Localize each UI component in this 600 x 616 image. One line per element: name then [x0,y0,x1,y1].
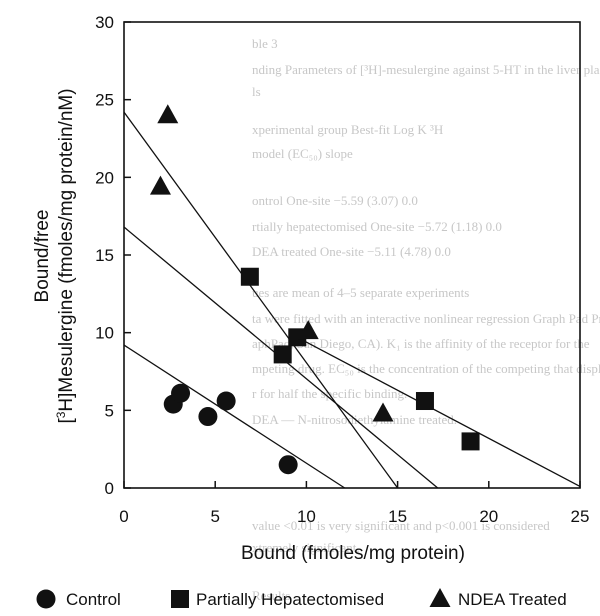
circle-data-point [198,407,218,427]
triangle-data-point [149,175,171,195]
circle-data-point [216,391,236,411]
background-text-line: DEA treated One-site −5.11 (4.78) 0.0 [252,244,451,259]
x-tick-label: 0 [119,507,128,526]
y-tick-label: 10 [95,324,114,343]
circle-data-point [171,383,191,403]
x-tick-label: 5 [210,507,219,526]
background-text-line: nding Parameters of [³H]-mesulergine aga… [252,62,600,77]
background-text-line: ls [252,84,261,99]
x-tick-label: 10 [297,507,316,526]
legend-marker-square [171,590,189,608]
background-text-line: ontrol One-site −5.59 (3.07) 0.0 [252,193,418,208]
fit-line-extra [296,336,581,488]
legend-label: Partially Hepatectomised [196,590,384,609]
x-tick-label: 25 [571,507,590,526]
x-axis-ticks: 0 5 10 15 20 25 [119,481,589,526]
y-tick-label: 30 [95,13,114,32]
y-axis-ticks: 0 5 10 15 20 25 30 [95,13,131,498]
plot-area [123,104,581,489]
legend-label: Control [66,590,121,609]
background-text-line: aphPad, San Diego, CA). K₁ is the affini… [252,336,590,351]
background-text-line: mpeting drug. EC₅₀ is the concentration … [252,361,600,376]
fit-line-triangle [123,111,399,489]
y-tick-label: 15 [95,246,114,265]
background-show-through-text: ble 3 nding Parameters of [³H]-mesulergin… [252,36,600,603]
regression-lines [123,111,581,489]
legend: Control Partially Hepatectomised NDEA Trea… [36,588,567,609]
background-text-line: xperimental group Best-fit Log K ³H [252,122,443,137]
background-text-line: Results [252,588,290,603]
y-axis-title-line1: Bound/free [32,210,53,303]
y-axis-title-second: [3H]Mesulergine (fmoles/mg protein/nM) [54,88,77,423]
y-axis-title-line2: [3H]Mesulergine (fmoles/mg protein/nM) [54,88,77,423]
y-tick-label: 25 [95,91,114,110]
background-text-line: model (EC₅₀) slope [252,146,353,161]
x-axis-title: Bound (fmoles/mg protein) [241,543,465,564]
x-tick-label: 20 [479,507,498,526]
background-text-line: rtially hepatectomised One-site −5.72 (1… [252,219,502,234]
data-markers [149,104,480,475]
legend-label: NDEA Treated [458,590,567,609]
y-tick-label: 0 [105,479,114,498]
x-tick-label: 15 [388,507,407,526]
background-text-line: ues are mean of 4–5 separate experiments [252,285,469,300]
background-text-line: xtremely significant. [252,540,360,555]
triangle-data-point [372,402,394,422]
triangle-data-point [157,104,179,124]
circle-data-point [278,455,298,475]
square-data-point [461,432,480,451]
legend-marker-circle [36,589,56,609]
square-data-point [240,267,259,286]
background-text-line: ble 3 [252,36,278,51]
square-data-point [415,392,434,411]
legend-marker-triangle [429,588,451,607]
square-data-point [273,345,292,364]
fit-line-circle [123,344,346,489]
background-text-line: ta were fitted with an interactive nonli… [252,311,600,326]
background-text-line: value <0.01 is very significant and p<0.… [252,518,550,533]
y-axis-title: Bound/free [32,210,53,303]
triangle-data-point [297,320,319,340]
y-tick-label: 5 [105,401,114,420]
y-tick-label: 20 [95,168,114,187]
